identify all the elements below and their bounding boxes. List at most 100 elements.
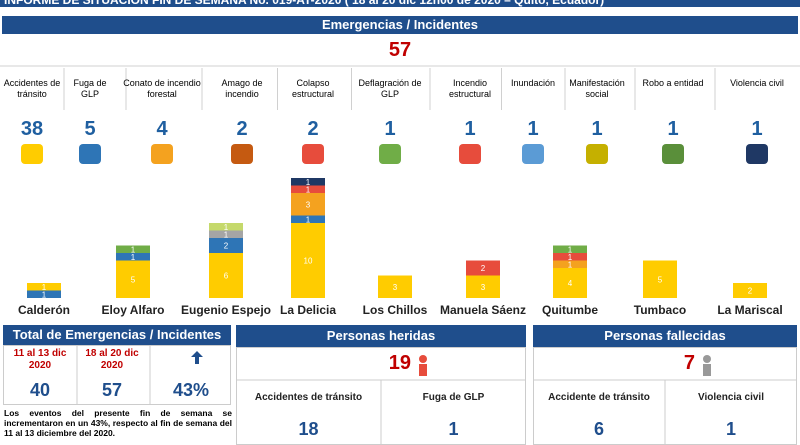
segment-label: 1 — [306, 185, 311, 194]
segment-label: 1 — [131, 245, 136, 254]
segment-label: 1 — [42, 283, 47, 292]
district-name: La Mariscal — [717, 303, 783, 317]
category-icon — [459, 144, 481, 164]
bar-segment — [209, 223, 243, 231]
category-icon — [586, 144, 608, 164]
category-icon — [151, 144, 173, 164]
segment-label: 10 — [304, 257, 313, 266]
bar-segment — [466, 260, 500, 276]
bar-segment — [466, 275, 500, 298]
category-label: Fuga de GLP — [73, 78, 107, 99]
category-icon — [302, 144, 324, 164]
bar-segment — [116, 245, 150, 253]
bar-segment — [643, 260, 677, 298]
period-value: 57 — [101, 380, 123, 400]
bar-segment — [291, 215, 325, 223]
bar-segment — [553, 268, 587, 298]
item-count: 18 — [298, 419, 319, 439]
bar-segment — [733, 283, 767, 298]
category-count: 4 — [156, 118, 168, 140]
segment-label: 5 — [658, 275, 663, 284]
bar-segment — [291, 178, 325, 186]
item-label: Accidentes de tránsito — [254, 392, 363, 403]
category-icon — [21, 144, 43, 164]
category-count: 2 — [307, 118, 319, 140]
bar-segment — [378, 275, 412, 298]
category-icon — [79, 144, 101, 164]
item-label: Violencia civil — [698, 392, 764, 403]
district-name: Quitumbe — [542, 303, 598, 317]
category-label: Colapso estructural — [291, 78, 335, 99]
casualty-total: 19 — [388, 352, 411, 374]
note: Los eventos del presente fin de semana s… — [4, 408, 232, 438]
bar-segment — [209, 238, 243, 253]
item-label: Accidente de tránsito — [548, 392, 650, 403]
bar-segment — [209, 253, 243, 298]
arrow-up — [191, 351, 203, 364]
segment-label: 1 — [306, 178, 311, 187]
district-name: La Delicia — [279, 303, 337, 317]
item-count: 1 — [725, 419, 736, 439]
category-label: Manifestación social — [569, 78, 625, 99]
casualty-total: 7 — [683, 352, 695, 374]
segment-label: 1 — [42, 290, 47, 299]
period-value: 40 — [29, 380, 51, 400]
total: 57 — [388, 39, 412, 61]
person-icon — [419, 364, 427, 376]
category-icon — [231, 144, 253, 164]
segment-label: 2 — [481, 264, 486, 273]
category-count: 5 — [84, 118, 96, 140]
change: 43% — [172, 380, 210, 400]
report-title: INFORME DE SITUACIÓN FIN DE SEMANA No. 0… — [0, 0, 800, 7]
item-label: Fuga de GLP — [422, 392, 485, 403]
panel — [3, 345, 231, 405]
segment-label: 2 — [748, 287, 753, 296]
district-name: Eloy Alfaro — [101, 303, 165, 317]
person-icon — [703, 355, 711, 363]
district-name: Eugenio Espejo — [180, 303, 271, 317]
district-name: Tumbaco — [633, 303, 687, 317]
category-label: Violencia civil — [730, 78, 784, 88]
bar-segment — [27, 290, 61, 298]
panel-header: Total de Emergencias / Incidentes — [3, 325, 231, 345]
district-name: Los Chillos — [362, 303, 428, 317]
category-count: 1 — [667, 118, 679, 140]
category-label: Amago de incendio — [221, 78, 263, 99]
category-count: 2 — [236, 118, 248, 140]
category-count: 38 — [20, 118, 44, 140]
category-count: 1 — [464, 118, 476, 140]
category-count: 1 — [591, 118, 603, 140]
category-label: Deflagración de GLP — [358, 78, 422, 99]
district-name: Calderón — [17, 303, 70, 317]
category-label: Inundación — [510, 78, 556, 88]
period: 11 al 13 dic 2020 — [13, 348, 67, 371]
segment-label: 1 — [224, 230, 229, 239]
segment-label: 2 — [224, 242, 229, 251]
segment-label: 3 — [393, 283, 398, 292]
category-icon — [379, 144, 401, 164]
category-label: Accidentes de tránsito — [3, 78, 61, 99]
section-header: Emergencias / Incidentes — [2, 16, 798, 34]
bar-segment — [553, 253, 587, 261]
segment-label: 1 — [568, 253, 573, 262]
category-icon — [662, 144, 684, 164]
category-count: 1 — [527, 118, 539, 140]
category-icon — [522, 144, 544, 164]
category-label: Robo a entidad — [642, 78, 704, 88]
category-label: Conato de incendio forestal — [123, 78, 201, 99]
person-icon — [419, 355, 427, 363]
period: 18 al 20 dic 2020 — [85, 348, 139, 371]
category-icon — [746, 144, 768, 164]
segment-label: 1 — [131, 253, 136, 262]
bar-segment — [209, 230, 243, 238]
segment-label: 1 — [568, 245, 573, 254]
panel-header: Personas heridas — [236, 325, 526, 347]
bar-segment — [291, 223, 325, 298]
segment-label: 1 — [568, 260, 573, 269]
bar-segment — [291, 193, 325, 216]
segment-label: 1 — [224, 223, 229, 232]
item-count: 6 — [593, 419, 604, 439]
bar-segment — [553, 245, 587, 253]
district-name: Manuela Sáenz — [439, 303, 527, 317]
